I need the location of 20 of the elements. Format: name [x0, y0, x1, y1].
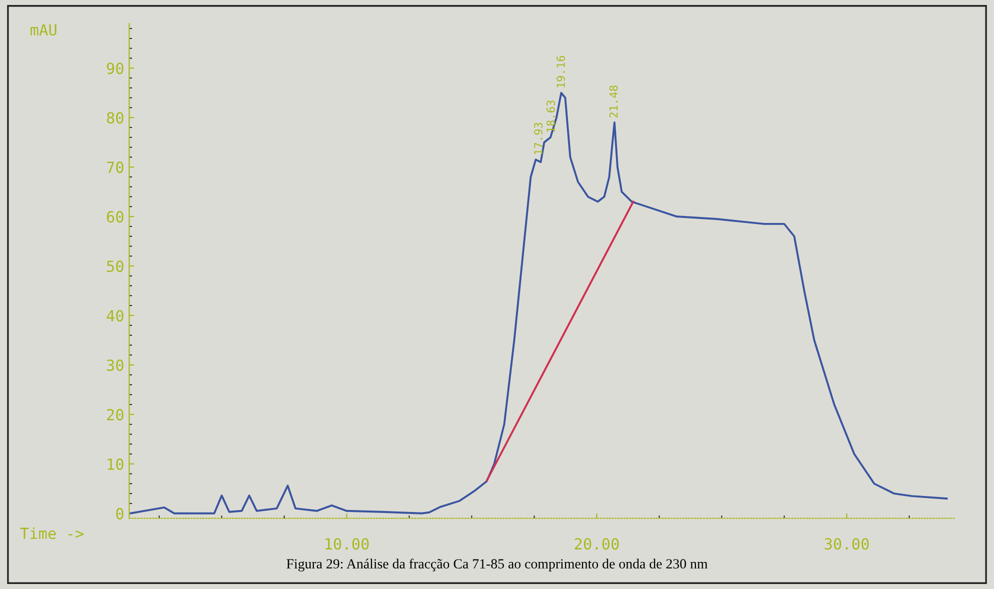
y-tick-label: 20 — [107, 408, 124, 420]
annotation: 21.48 — [609, 86, 618, 118]
y-axis-title: mAU — [30, 24, 56, 36]
y-tick-label: 30 — [106, 359, 124, 372]
x-tick-label: 20.00 — [574, 538, 619, 550]
y-tick-label: 40 — [106, 310, 124, 322]
annotation: 18.63 — [546, 100, 555, 132]
y-tick-label: 80 — [106, 112, 124, 124]
y-tick-label: 10 — [108, 458, 124, 470]
y-tick-label: 0 — [116, 508, 124, 520]
annotation: 17.93 — [534, 122, 542, 154]
x-axis-title: Time -> — [20, 527, 84, 540]
y-tick-label: 60 — [106, 211, 124, 223]
y-tick-label: 90 — [106, 62, 124, 74]
text: Figura 29: Análise da fracção Ca 71-85 ao comprimento de onda de 230 nm — [286, 558, 708, 572]
x-tick-label: 10.00 — [326, 538, 369, 550]
x-tick-label: 30.00 — [824, 538, 869, 550]
y-tick-label: 50 — [107, 260, 124, 272]
annotation: 19.16 — [556, 56, 565, 88]
y-tick-label: 70 — [107, 162, 124, 174]
